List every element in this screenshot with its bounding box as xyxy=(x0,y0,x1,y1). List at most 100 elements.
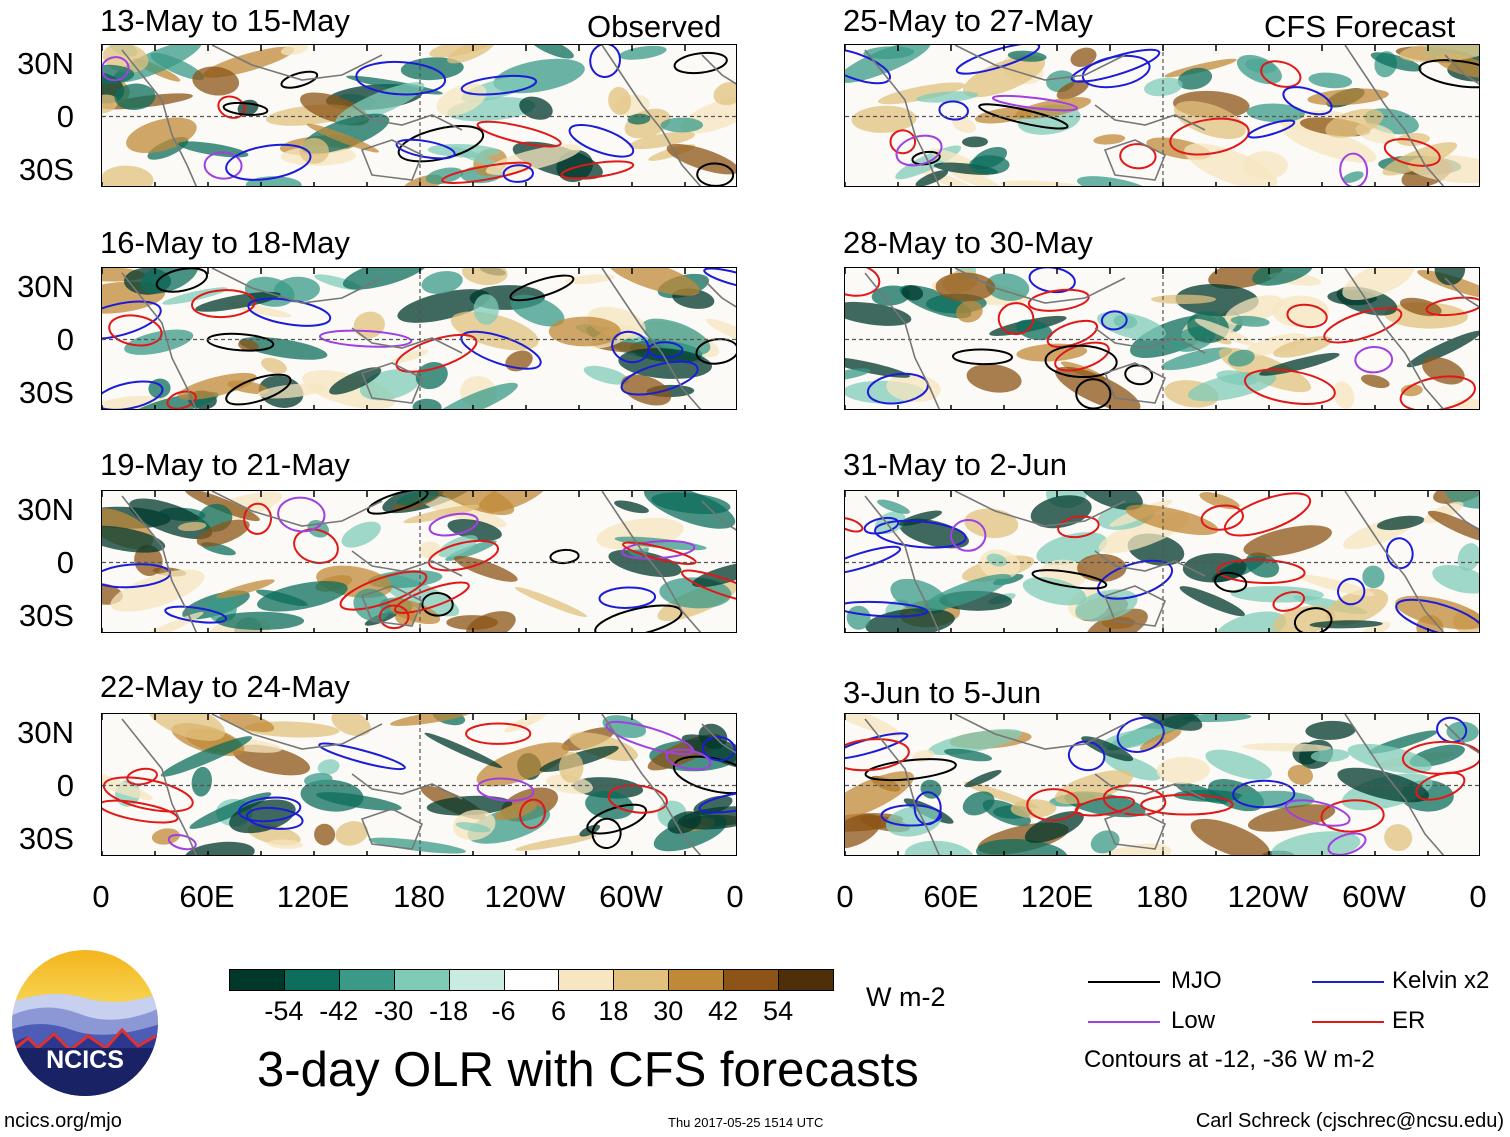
olr-anomaly-blob xyxy=(1399,297,1442,317)
olr-anomaly-blob xyxy=(1370,52,1422,72)
olr-anomaly-blob xyxy=(969,155,1010,175)
olr-anomaly-blob xyxy=(216,579,275,599)
wave-contour xyxy=(441,161,532,184)
wave-contour xyxy=(476,120,562,148)
wave-contour xyxy=(1031,569,1108,590)
olr-anomaly-blob xyxy=(956,300,983,323)
olr-anomaly-blob xyxy=(548,316,621,347)
map-panel-fc-2 xyxy=(844,267,1480,410)
olr-anomaly-blob xyxy=(1130,714,1203,731)
wave-contour xyxy=(1395,598,1479,632)
olr-anomaly-blob xyxy=(1015,319,1053,341)
wave-contour xyxy=(845,48,891,85)
wave-contour xyxy=(1081,54,1151,89)
coastline xyxy=(954,714,1126,750)
coastline xyxy=(211,45,383,81)
olr-anomaly-blob xyxy=(1125,504,1219,536)
wave-contour xyxy=(191,289,256,319)
colorbar-swatch-1 xyxy=(283,969,340,991)
olr-anomaly-blob xyxy=(1432,564,1479,594)
colorbar-label-1: -42 xyxy=(319,996,359,1026)
footer-url: ncics.org/mjo xyxy=(4,1110,122,1132)
ylab-1-0: 0 xyxy=(56,99,74,134)
ylab-1-30s: 30S xyxy=(18,152,74,187)
coastline xyxy=(351,327,463,354)
olr-anomaly-blob xyxy=(922,573,1012,612)
wave-contour xyxy=(102,380,164,409)
olr-anomaly-blob xyxy=(1382,142,1458,176)
wave-contour xyxy=(702,736,736,762)
olr-anomaly-blob xyxy=(335,821,369,846)
contours-note: Contours at -12, -36 W m-2 xyxy=(1084,1046,1375,1073)
olr-anomaly-blob xyxy=(426,795,513,816)
olr-anomaly-blob xyxy=(845,368,871,381)
wave-contour xyxy=(845,600,929,618)
panel-title-obs-4: 22-May to 24-May xyxy=(100,669,350,704)
wave-contour xyxy=(222,101,269,116)
xlab-left-60e: 60E xyxy=(179,879,235,914)
map-field xyxy=(845,714,1479,855)
wave-contour xyxy=(1415,771,1466,801)
olr-anomaly-blob xyxy=(1179,586,1245,617)
wave-contour xyxy=(1339,152,1369,186)
coastline xyxy=(1094,327,1206,354)
colorbar-swatch-5 xyxy=(503,969,560,991)
wave-contour xyxy=(620,360,699,396)
olr-anomaly-blob xyxy=(430,382,518,409)
olr-anomaly-blob xyxy=(608,86,632,115)
wave-contour xyxy=(318,742,406,771)
wave-contour xyxy=(428,512,479,537)
ylab-3-30s: 30S xyxy=(18,598,74,633)
wave-contour xyxy=(874,519,967,549)
olr-anomaly-blob xyxy=(391,349,429,364)
olr-anomaly-blob xyxy=(1325,108,1384,138)
olr-anomaly-blob xyxy=(1400,384,1423,397)
ncics-logo: NCICS xyxy=(12,950,158,1096)
olr-anomaly-blob xyxy=(614,500,649,514)
wave-contour xyxy=(126,767,158,786)
xlab-right-0-end: 0 xyxy=(1469,879,1487,914)
olr-anomaly-blob xyxy=(160,736,253,777)
olr-anomaly-blob xyxy=(966,364,1022,393)
olr-anomaly-blob xyxy=(1022,577,1087,606)
panel-title-obs-3: 19-May to 21-May xyxy=(100,447,350,482)
coastline xyxy=(864,495,941,632)
wave-contour xyxy=(549,548,580,565)
wave-contour xyxy=(509,274,575,302)
wave-contour xyxy=(1323,307,1403,344)
coastline xyxy=(864,272,941,409)
olr-anomaly-blob xyxy=(1214,611,1287,632)
wave-contour xyxy=(1425,296,1479,317)
wave-contour xyxy=(237,796,302,823)
colorbar-label-0: -54 xyxy=(264,996,304,1026)
wave-contour xyxy=(952,348,1013,366)
olr-anomaly-blob xyxy=(494,801,538,821)
wave-contour xyxy=(1293,607,1333,632)
coastline xyxy=(121,495,198,632)
olr-anomaly-blob xyxy=(976,838,1068,855)
coastline xyxy=(1344,45,1445,186)
colorbar-swatch-10 xyxy=(778,969,834,991)
olr-anomaly-blob xyxy=(962,791,995,816)
colorbar-swatch-9 xyxy=(723,969,780,991)
coastline xyxy=(701,500,736,531)
coastline xyxy=(601,714,702,855)
colorbar-label-6: 18 xyxy=(598,996,629,1026)
wave-contour xyxy=(203,151,243,180)
olr-anomaly-blob xyxy=(418,541,441,559)
wave-contour xyxy=(243,502,273,535)
wave-contour xyxy=(293,528,339,564)
olr-anomaly-blob xyxy=(102,765,153,801)
olr-anomaly-blob xyxy=(447,45,496,64)
legend-line-low xyxy=(1088,1021,1160,1023)
olr-anomaly-blob xyxy=(424,732,503,769)
colorbar-label-5: 6 xyxy=(550,996,566,1026)
olr-anomaly-blob xyxy=(445,540,497,561)
wave-contour xyxy=(845,738,910,772)
xlab-right-60e: 60E xyxy=(923,879,979,914)
olr-anomaly-blob xyxy=(1362,565,1385,589)
legend-line-er xyxy=(1312,1021,1384,1023)
ylab-4-30s: 30S xyxy=(18,821,74,856)
map-panel-fc-3 xyxy=(844,490,1480,633)
olr-anomaly-blob xyxy=(219,714,275,733)
